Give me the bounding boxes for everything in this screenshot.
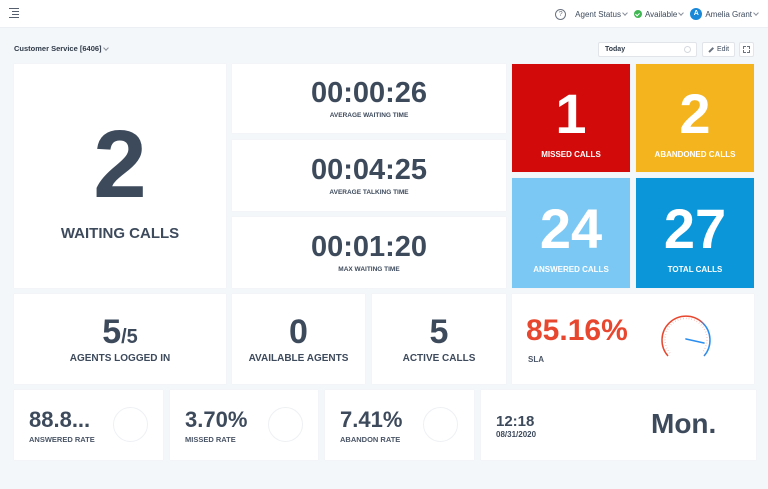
availability-label: Available: [644, 9, 678, 19]
avatar: A: [690, 8, 703, 20]
answered-rate-card: 88.8... ANSWERED RATE: [14, 390, 163, 460]
abandoned-calls-tile: 2 ABANDONED CALLS: [636, 64, 754, 172]
availability-dropdown[interactable]: Available: [633, 9, 685, 19]
total-calls-value: 27: [663, 196, 727, 260]
answered-calls-tile: 24 ANSWERED CALLS: [512, 178, 630, 288]
missed-rate-ring: [268, 407, 303, 442]
check-circle-icon: [633, 10, 642, 18]
avg-talking-time-label: AVERAGE TALKING TIME: [329, 188, 409, 196]
abandon-rate-value: 7.41%: [340, 407, 403, 432]
pencil-icon: [708, 46, 714, 53]
agents-logged-in-value: 5/5: [102, 315, 138, 349]
abandoned-calls-value: 2: [679, 81, 711, 145]
avg-talking-time-card: 00:04:25 AVERAGE TALKING TIME: [232, 140, 506, 211]
avg-talking-time-value: 00:04:25: [310, 153, 428, 186]
abandoned-calls-label: ABANDONED CALLS: [654, 149, 736, 159]
menu-collapse-icon[interactable]: [9, 8, 19, 18]
abandon-rate-card: 7.41% ABANDON RATE: [325, 390, 474, 460]
total-calls-tile: 27 TOTAL CALLS: [636, 178, 754, 288]
top-right-controls: ? Agent Status Available A Amelia Grant: [555, 0, 768, 28]
date-value: Today: [605, 46, 626, 53]
avg-waiting-time-label: AVERAGE WAITING TIME: [329, 111, 409, 119]
agents-logged-in-count: 5: [102, 312, 122, 351]
queue-label: Customer Service [6406]: [14, 44, 102, 53]
active-calls-card: 5 ACTIVE CALLS: [372, 294, 506, 384]
waiting-calls-value: 2: [93, 110, 147, 218]
total-calls-label: TOTAL CALLS: [667, 264, 723, 274]
missed-calls-label: MISSED CALLS: [541, 149, 601, 159]
available-agents-card: 0 AVAILABLE AGENTS: [232, 294, 365, 384]
clock-weekday: Mon.: [651, 408, 717, 439]
sla-card: 85.16% SLA: [512, 294, 754, 384]
chevron-down-icon: [622, 10, 628, 16]
clock-card: 12:18 08/31/2020 Mon.: [481, 390, 756, 460]
active-calls-value: 5: [429, 312, 449, 351]
waiting-calls-label: WAITING CALLS: [60, 224, 180, 242]
chevron-down-icon: [102, 44, 109, 51]
clock-time: 12:18: [496, 413, 535, 430]
avg-waiting-time-value: 00:00:26: [310, 76, 428, 109]
active-calls-label: ACTIVE CALLS: [402, 352, 476, 364]
agents-logged-in-card: 5/5 AGENTS LOGGED IN: [14, 294, 226, 384]
abandon-rate-label: ABANDON RATE: [340, 435, 401, 444]
date-range-input[interactable]: Today: [598, 42, 697, 57]
chevron-down-icon: [753, 10, 759, 16]
sla-gauge: [661, 315, 711, 357]
answered-rate-value: 88.8...: [29, 407, 91, 432]
clock-date: 08/31/2020: [496, 430, 537, 439]
answered-rate-label: ANSWERED RATE: [29, 435, 95, 444]
edit-label: Edit: [716, 46, 730, 53]
answered-rate-ring: [113, 407, 148, 442]
available-agents-value: 0: [289, 312, 308, 351]
user-name: Amelia Grant: [705, 9, 752, 19]
sla-label: SLA: [528, 355, 544, 364]
available-agents-label: AVAILABLE AGENTS: [248, 352, 349, 364]
chevron-down-icon: [678, 10, 685, 16]
max-waiting-time-card: 00:01:20 MAX WAITING TIME: [232, 217, 506, 288]
missed-rate-value: 3.70%: [185, 407, 248, 432]
abandon-rate-ring: [423, 407, 458, 442]
user-menu[interactable]: A Amelia Grant: [690, 8, 759, 20]
clock-icon[interactable]: [684, 46, 691, 53]
answered-calls-value: 24: [539, 196, 603, 260]
answered-calls-label: ANSWERED CALLS: [533, 264, 609, 274]
max-waiting-time-label: MAX WAITING TIME: [338, 265, 400, 273]
agents-logged-in-label: AGENTS LOGGED IN: [69, 352, 171, 364]
waiting-calls-card: 2 WAITING CALLS: [14, 64, 226, 288]
queue-selector[interactable]: Customer Service [6406]: [14, 44, 109, 53]
avg-waiting-time-card: 00:00:26 AVERAGE WAITING TIME: [232, 64, 506, 133]
agents-total: /5: [121, 325, 138, 348]
missed-rate-card: 3.70% MISSED RATE: [170, 390, 318, 460]
fullscreen-button[interactable]: [739, 42, 754, 57]
max-waiting-time-value: 00:01:20: [310, 230, 428, 263]
help-icon[interactable]: ?: [555, 8, 567, 20]
missed-rate-label: MISSED RATE: [185, 435, 236, 444]
agent-status-label: Agent Status: [575, 9, 621, 19]
sla-value: 85.16%: [526, 314, 628, 347]
missed-calls-tile: 1 MISSED CALLS: [512, 64, 630, 172]
edit-button[interactable]: Edit: [702, 42, 735, 57]
top-bar: ? Agent Status Available A Amelia Grant: [0, 0, 768, 28]
missed-calls-value: 1: [555, 81, 587, 145]
agent-status-dropdown[interactable]: Agent Status: [575, 9, 628, 19]
